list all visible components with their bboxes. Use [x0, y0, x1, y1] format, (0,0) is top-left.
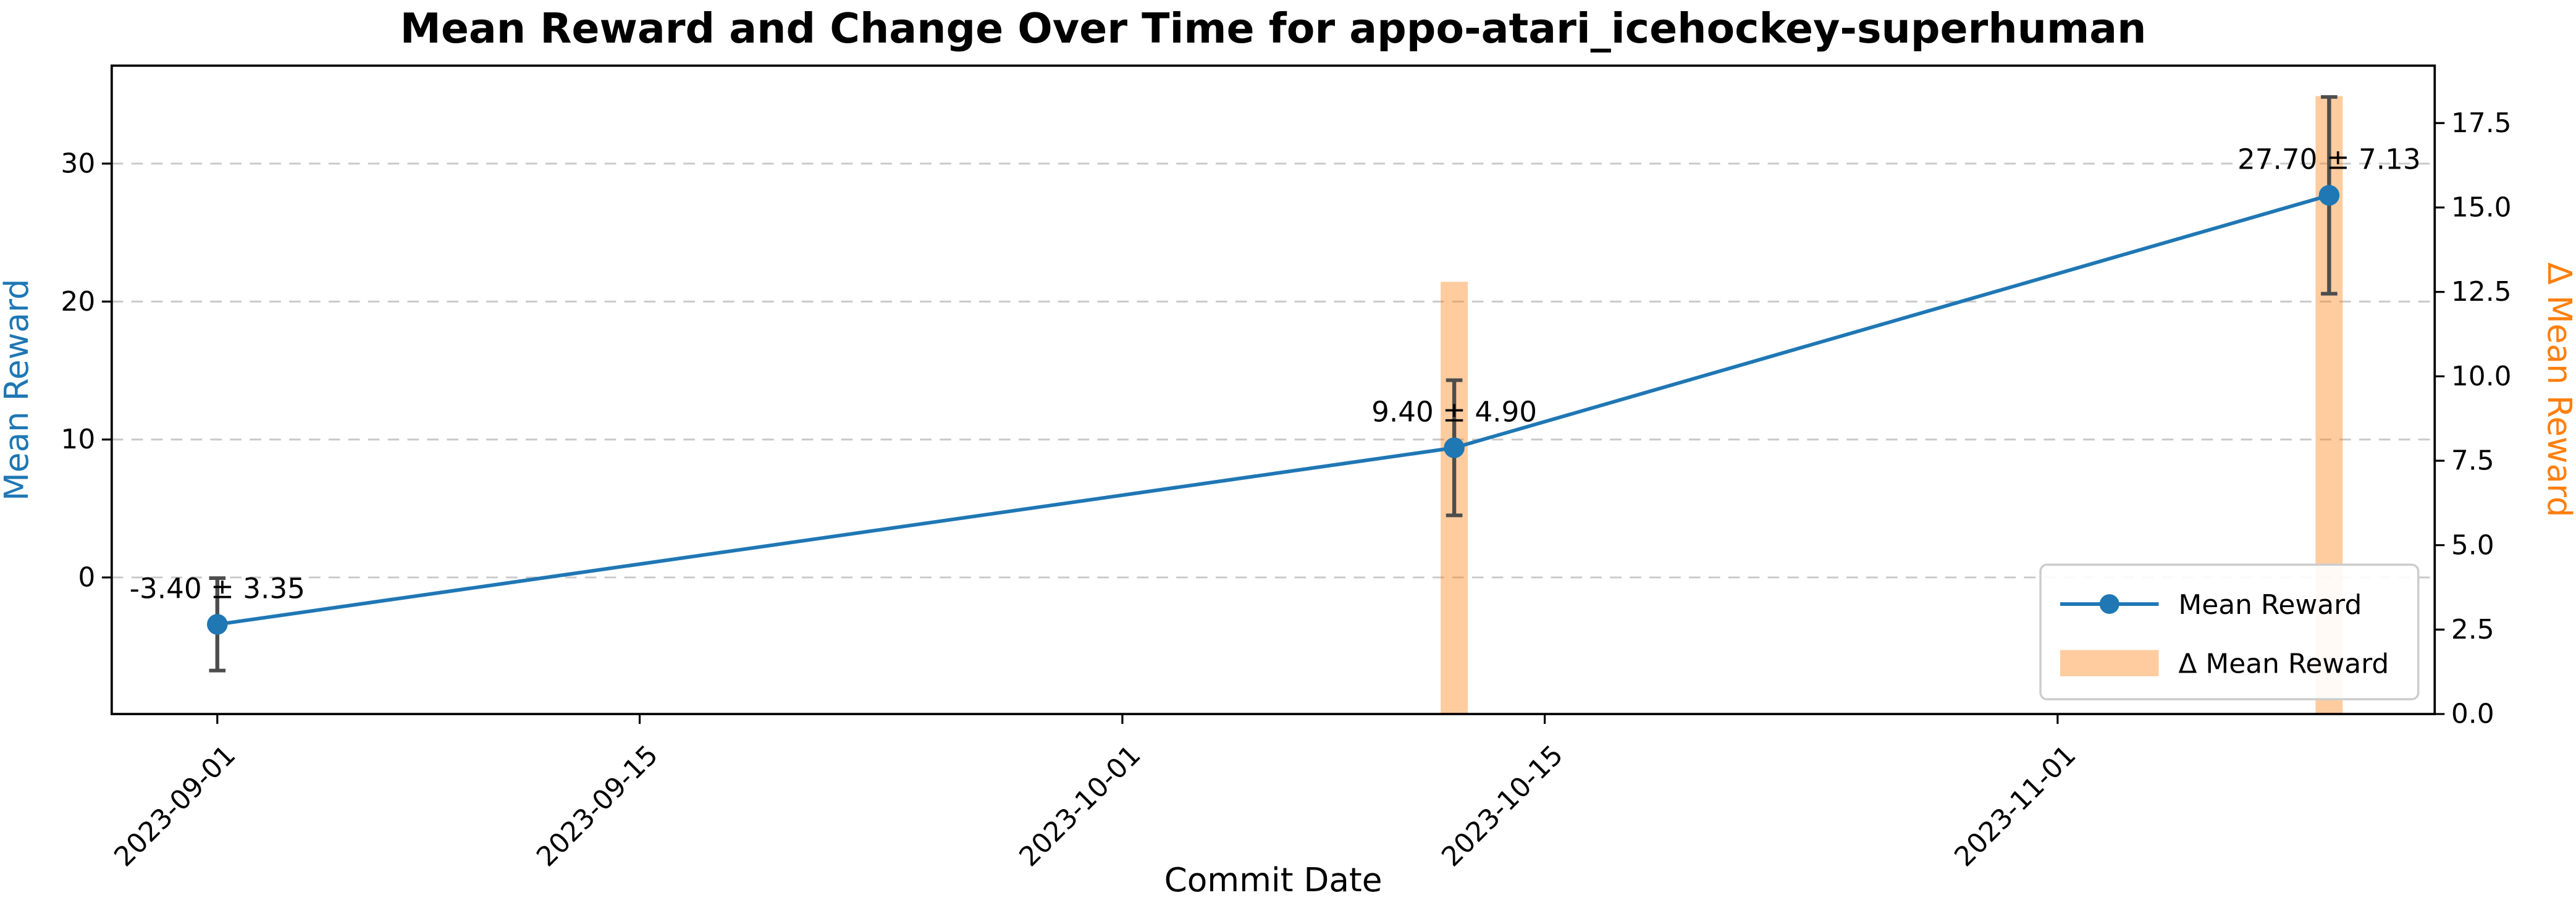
right-tick-label: 17.5 [2451, 107, 2512, 139]
right-tick-label: 5.0 [2451, 529, 2494, 561]
legend-marker-sample [2099, 594, 2119, 614]
point-annotation: 9.40 ± 4.90 [1371, 395, 1537, 428]
right-tick-label: 15.0 [2451, 192, 2512, 224]
right-tick-label: 7.5 [2451, 445, 2494, 477]
right-tick-label: 2.5 [2451, 614, 2494, 645]
point-annotation: -3.40 ± 3.35 [130, 572, 305, 605]
point-annotation: 27.70 ± 7.13 [2237, 143, 2421, 176]
left-tick-label: 30 [61, 148, 95, 180]
data-point-marker [2318, 185, 2340, 206]
legend-label-delta-mean-reward: Δ Mean Reward [2178, 649, 2389, 680]
x-tick-label: 2023-10-15 [1436, 739, 1569, 873]
left-tick-label: 0 [78, 562, 95, 594]
left-y-axis-label: Mean Reward [0, 279, 36, 501]
x-tick-label: 2023-10-01 [1013, 739, 1147, 873]
x-axis-label: Commit Date [1164, 861, 1383, 899]
x-tick-label: 2023-09-01 [108, 739, 242, 873]
plot-border [110, 64, 2436, 715]
left-tick-label: 10 [61, 424, 95, 455]
x-tick-label: 2023-09-15 [531, 739, 664, 873]
right-tick-label: 0.0 [2451, 699, 2494, 730]
chart-title: Mean Reward and Change Over Time for app… [400, 4, 2147, 52]
data-point-marker [207, 614, 228, 635]
legend-patch-sample [2060, 650, 2159, 676]
data-point-marker [1444, 437, 1465, 458]
right-tick-label: 10.0 [2451, 361, 2512, 392]
mean-reward-line [217, 193, 2330, 626]
legend-box [2039, 563, 2420, 700]
x-tick-label: 2023-11-01 [1948, 739, 2082, 873]
right-tick-label: 12.5 [2451, 276, 2512, 308]
left-tick-label: 20 [61, 286, 95, 317]
right-y-axis-label: Δ Mean Reward [2540, 262, 2576, 518]
legend-label-mean-reward: Mean Reward [2178, 589, 2362, 621]
